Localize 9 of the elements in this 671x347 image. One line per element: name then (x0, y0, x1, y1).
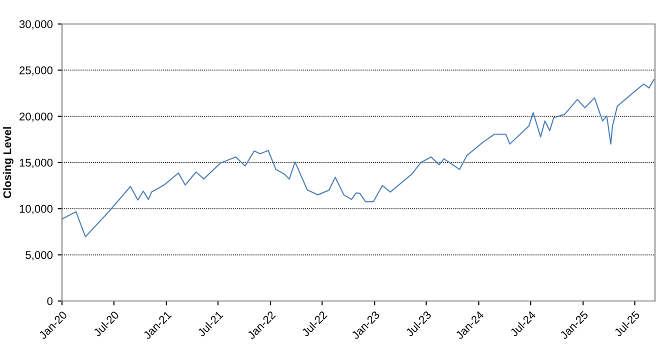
y-tick-label: 15,000 (20, 158, 53, 168)
y-tick-label: 0 (47, 297, 53, 306)
y-tick-label: 10,000 (20, 204, 53, 214)
y-tick-label: 30,000 (19, 20, 53, 30)
y-tick-label: 25,000 (20, 66, 53, 76)
y-tick-label: 20,000 (20, 112, 53, 122)
y-tick-label: 5,000 (26, 251, 53, 260)
line-series (62, 79, 654, 238)
y-axis-title: Closing Level (3, 127, 14, 198)
